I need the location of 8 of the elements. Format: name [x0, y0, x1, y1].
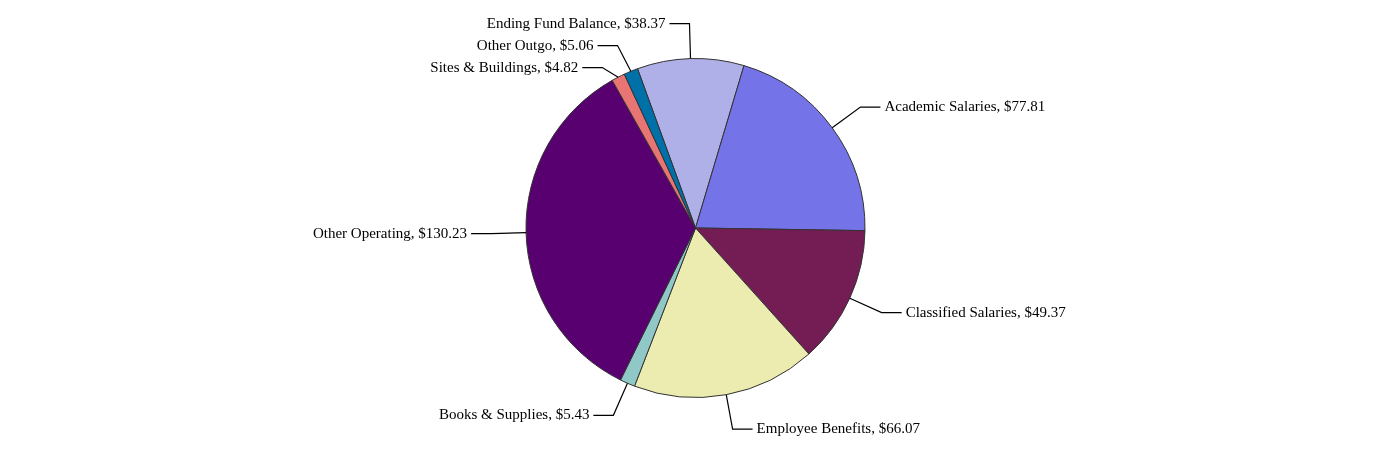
slice-label: Classified Salaries, $49.37	[905, 303, 1067, 320]
slice-label: Academic Salaries, $77.81	[884, 98, 1046, 115]
slice-label: Employee Benefits, $66.07	[756, 420, 921, 437]
slice-label: Other Outgo, $5.06	[476, 36, 595, 53]
slice-label: Ending Fund Balance, $38.37	[486, 14, 666, 31]
slice-label: Sites & Buildings, $4.82	[430, 58, 579, 75]
slice-label: Books & Supplies, $5.43	[438, 406, 590, 423]
slice-label: Other Operating, $130.23	[312, 224, 468, 241]
